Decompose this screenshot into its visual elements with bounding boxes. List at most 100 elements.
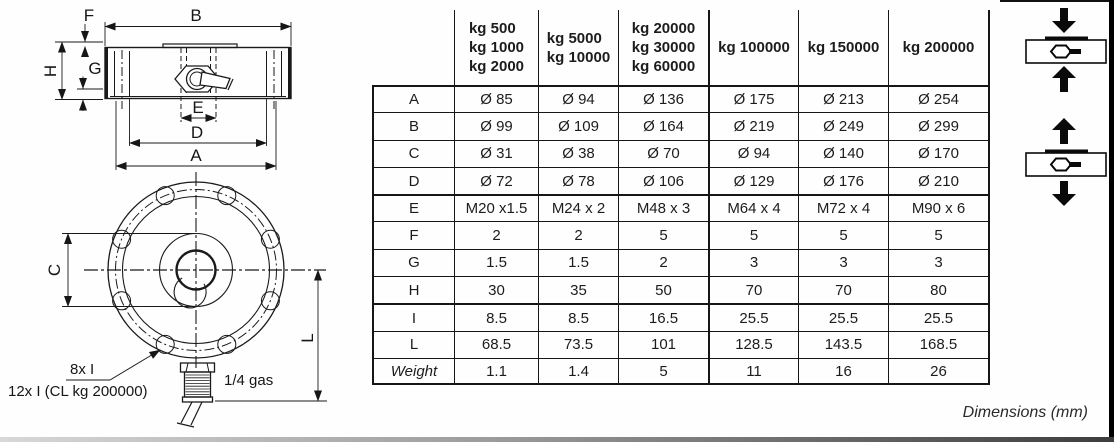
table-cell: 2 — [538, 221, 618, 249]
bolt-hole — [112, 229, 132, 249]
table-cell: Ø 249 — [798, 112, 888, 140]
header-blank-cell — [372, 10, 455, 85]
table-cell: Ø 136 — [618, 85, 708, 113]
table-cell: 8.5 — [455, 303, 538, 330]
load-cell-drawing: F B H G E D A C L 8x I 12x I (CL kg 2000… — [8, 6, 327, 428]
dim-label-D: D — [191, 123, 203, 142]
table-cell: M20 x1.5 — [455, 194, 538, 221]
front-view — [62, 172, 327, 428]
load-cell-glyph-icon — [1049, 157, 1081, 172]
dim-label-C: C — [45, 264, 64, 276]
bolt-hole — [112, 291, 132, 311]
dim-label-G: G — [88, 59, 101, 78]
bolt-count-note: 8x I — [70, 361, 94, 378]
row-label: B — [372, 112, 455, 140]
row-label: Weight — [372, 357, 455, 386]
table-cell: Ø 99 — [455, 112, 538, 139]
arrow-down-icon — [1060, 181, 1068, 194]
column-header: kg 200000 — [888, 10, 990, 85]
table-cell: 11 — [708, 357, 798, 386]
table-cell: Ø 140 — [798, 139, 888, 167]
table-cell: Ø 85 — [455, 85, 538, 112]
table-cell: 16.5 — [618, 303, 708, 331]
table-cell: 5 — [798, 221, 888, 249]
bolt-count-note-200000: 12x I (CL kg 200000) — [8, 383, 148, 400]
table-cell: 143.5 — [798, 330, 888, 358]
table-cell: 101 — [618, 330, 708, 358]
table-cell: 5 — [618, 357, 708, 386]
table-cell: 80 — [888, 276, 990, 304]
row-label: L — [372, 330, 455, 358]
table-cell: Ø 176 — [798, 166, 888, 195]
outer-flange-circle — [107, 181, 285, 359]
table-cell: Ø 164 — [618, 112, 708, 140]
arrow-up-icon — [1060, 78, 1068, 92]
table-cell: 50 — [618, 276, 708, 304]
table-cell: 70 — [798, 276, 888, 304]
bolt-hole — [155, 334, 175, 354]
arrow-down-icon — [1060, 8, 1068, 22]
table-cell: Ø 210 — [888, 166, 990, 195]
table-cell: 3 — [708, 248, 798, 277]
bolt-hole — [260, 229, 280, 249]
dimensions-table: kg 500 kg 1000 kg 2000 kg 5000 kg 10000 … — [372, 10, 990, 386]
load-cell-box-icon — [1025, 152, 1107, 177]
table-cell: 1.5 — [455, 248, 538, 276]
table-cell: 3 — [888, 248, 990, 277]
arrow-down-icon — [1052, 194, 1076, 206]
table-cell: 25.5 — [708, 303, 798, 331]
table-cell: Ø 72 — [455, 166, 538, 194]
loading-direction-icons — [1025, 8, 1107, 206]
table-cell: Ø 213 — [798, 85, 888, 113]
table-cell: 25.5 — [888, 303, 990, 331]
table-cell: M72 x 4 — [798, 194, 888, 222]
dimensions-unit-note: Dimensions (mm) — [962, 404, 1088, 421]
table-cell: 5 — [888, 221, 990, 249]
arrow-up-icon — [1052, 66, 1076, 78]
scan-edge-top — [1000, 0, 1114, 2]
dim-label-A: A — [190, 146, 202, 165]
table-cell: Ø 94 — [538, 85, 618, 113]
table-cell: 16 — [798, 357, 888, 386]
table-cell: Ø 129 — [708, 166, 798, 195]
table-cell: 8.5 — [538, 303, 618, 331]
arrow-down-icon — [1052, 21, 1076, 33]
table-cell: 70 — [708, 276, 798, 304]
table-cell: Ø 109 — [538, 112, 618, 140]
cable — [199, 71, 231, 90]
load-cell-box-icon — [1025, 39, 1107, 64]
row-label: H — [372, 276, 455, 304]
table-cell: Ø 299 — [888, 112, 990, 140]
column-header: kg 500 kg 1000 kg 2000 — [468, 20, 525, 75]
bolt-hole — [217, 186, 237, 206]
table-cell: Ø 254 — [888, 85, 990, 113]
table-cell: 3 — [798, 248, 888, 277]
table-cell: 68.5 — [455, 330, 538, 358]
table-cell: M48 x 3 — [618, 194, 708, 222]
arrow-up-icon — [1060, 130, 1068, 144]
table-cell: 5 — [708, 221, 798, 249]
load-plate — [162, 43, 238, 49]
scan-edge-right — [1109, 0, 1114, 442]
table-cell: M90 x 6 — [888, 194, 990, 222]
table-cell: Ø 31 — [455, 139, 538, 167]
table-cell: Ø 106 — [618, 166, 708, 195]
table-cell: Ø 78 — [538, 166, 618, 195]
table-cell: 73.5 — [538, 330, 618, 358]
table-cell: 5 — [618, 221, 708, 249]
dim-label-B: B — [190, 6, 201, 25]
load-cell-glyph-icon — [1049, 44, 1081, 59]
scan-edge-bottom — [0, 437, 1114, 442]
table-cell: M24 x 2 — [538, 194, 618, 222]
table-cell: Ø 175 — [708, 85, 798, 113]
table-cell: Ø 170 — [888, 139, 990, 167]
side-view — [55, 22, 292, 170]
table-cell: 26 — [888, 357, 990, 386]
load-plate-bar — [1045, 149, 1088, 154]
table-cell: 168.5 — [888, 330, 990, 358]
bolt-hole — [260, 291, 280, 311]
table-cell: Ø 219 — [708, 112, 798, 140]
table-cell: 1.5 — [538, 248, 618, 277]
compression-indicator — [1025, 8, 1107, 92]
row-label: I — [372, 303, 455, 331]
